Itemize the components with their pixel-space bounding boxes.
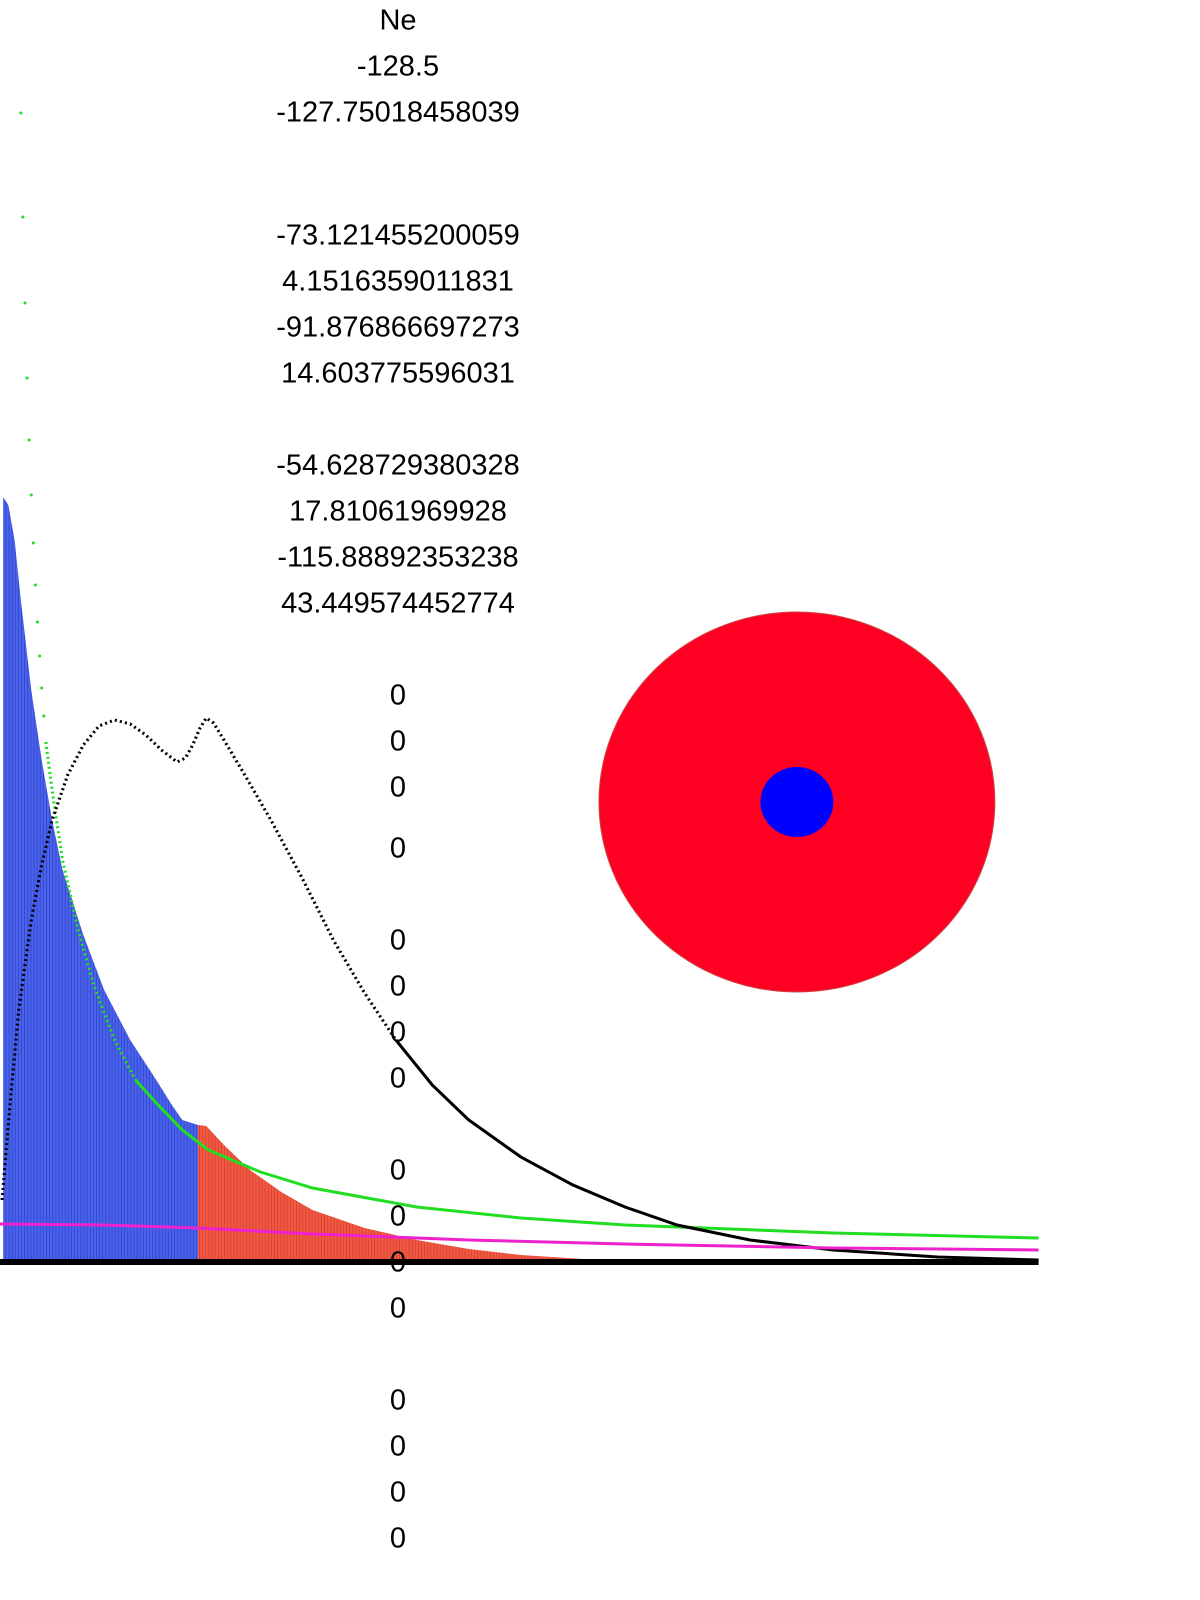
energy-value: -73.121455200059	[276, 219, 520, 252]
energy-value: 43.449574452774	[281, 587, 515, 620]
occupation-value: 0	[389, 1062, 407, 1095]
inner-density-bars	[3, 497, 198, 1262]
energy-value: -54.628729380328	[276, 449, 520, 482]
radial-density-curve	[0, 715, 398, 1201]
plot-group	[0, 111, 1039, 1265]
potential-dots	[19, 111, 46, 718]
occupation-value: 0	[389, 1384, 407, 1417]
potential-curve	[44, 741, 137, 1081]
energy-value: -115.88892353238	[277, 541, 519, 574]
occupation-value: 0	[389, 970, 407, 1003]
occupation-value: 0	[389, 1200, 407, 1233]
energy-value: -127.75018458039	[276, 96, 520, 129]
occupation-value: 0	[389, 1016, 407, 1049]
occupation-value: 0	[389, 725, 407, 758]
occupation-value: 0	[389, 1154, 407, 1187]
element-symbol: Ne	[379, 4, 417, 37]
occupation-value: 0	[389, 1430, 407, 1463]
atom-nucleus	[760, 767, 834, 837]
outer-density-bars	[197, 1125, 646, 1262]
occupation-value: 0	[389, 771, 407, 804]
reference-curve	[0, 1222, 1039, 1252]
occupation-value: 0	[389, 924, 407, 957]
occupation-value: 0	[389, 1476, 407, 1509]
radial-density-tail	[394, 1039, 1039, 1262]
energy-value: 4.1516359011831	[282, 265, 514, 298]
occupation-value: 0	[389, 1292, 407, 1325]
energy-value: 17.81061969928	[289, 495, 507, 528]
energy-value: -128.5	[356, 50, 440, 83]
occupation-value: 0	[389, 832, 407, 865]
energy-value: -91.876866697273	[276, 311, 520, 344]
energy-value: 14.603775596031	[281, 357, 515, 390]
occupation-value: 0	[389, 1522, 407, 1555]
occupation-value: 0	[389, 679, 407, 712]
occupation-value: 0	[389, 1246, 407, 1279]
